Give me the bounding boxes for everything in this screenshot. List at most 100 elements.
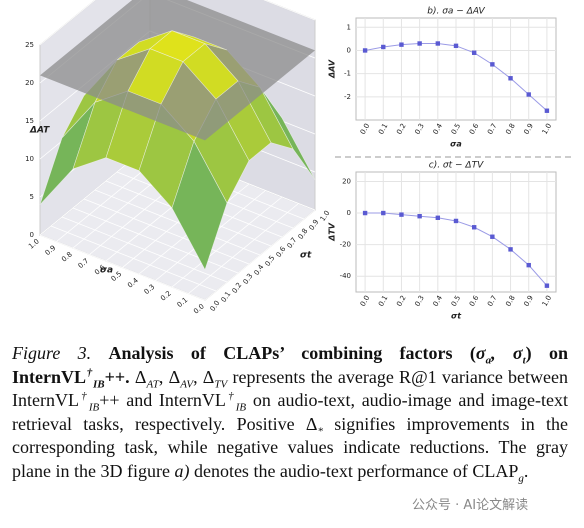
x-tick-label: 0.4 [432,294,445,308]
x-tick-label: 1.0 [27,237,41,250]
x-tick-label: 1.0 [541,122,553,136]
axis-label: σa [100,266,113,276]
text: , Δ [158,366,181,387]
text: Δ [129,366,147,387]
text: represents the average R@1 variance betw… [12,366,569,411]
marker [490,234,495,239]
surface-patch [127,48,184,105]
y-tick-label: 0 [347,46,351,54]
z-tick-label: 25 [25,41,34,49]
marker [471,50,477,55]
x-tick-label: 0.9 [522,294,534,308]
text: ) on InternVL [12,343,569,387]
marker [362,210,368,216]
z-tick-label: 10 [25,155,34,163]
x-tick-label: 0.1 [377,294,389,308]
marker [544,108,550,113]
text: ++ and InternVL [99,390,226,410]
x-tick-label: 0.7 [486,122,498,136]
surface-patch [171,140,228,271]
marker [417,214,422,219]
z-tick-label: 15 [25,117,34,125]
text: g [518,472,524,485]
grid-line [94,189,261,256]
y-tick-label: 0.8 [297,227,310,241]
text: a [485,354,492,367]
grid-line [61,216,228,283]
y-tick-label: 0 [347,209,351,217]
y-tick-label: -1 [344,70,351,78]
marker [526,262,531,268]
y-tick-label: -20 [340,241,351,249]
y-tick-label: 0.5 [264,254,277,268]
x-tick-label: 0.0 [192,302,206,315]
x-tick-label: 0.4 [432,122,445,136]
axis-label: ΔAT [29,126,50,136]
axis-label: σa [450,140,462,149]
y-tick-label: 0.3 [242,272,255,286]
text: σ [475,343,486,363]
y-tick-label: 0.1 [220,290,233,304]
y-tick-label: 0.6 [275,245,288,259]
text: denotes the audio-text performance of CL… [189,460,519,481]
x-tick-label: 0.3 [143,283,157,296]
grid-line [83,198,250,265]
chart-title: c). σt − ΔTV [429,161,484,171]
y-tick-label: -40 [340,272,351,280]
marker [508,247,513,252]
text: AV [180,378,194,391]
marker [526,92,531,97]
text: t [522,354,526,367]
marker [381,210,386,216]
x-tick-label: 1.0 [541,294,553,308]
marker [471,225,477,230]
text: , σ [491,343,523,363]
x-tick-label: 0.4 [126,276,140,290]
x-tick-label: 0.1 [176,296,190,309]
text: Analysis of CLAPs’ combining factors ( [108,343,476,363]
x-tick-label: 0.8 [504,122,516,136]
text: † [225,390,236,402]
x-tick-label: 0.7 [77,257,91,270]
surface-patch [182,43,239,100]
marker [362,48,368,53]
text: TV [214,378,228,391]
text: . [523,460,529,481]
y-tick-label: -2 [344,93,351,101]
text: signifies improvements in the correspond… [12,413,568,481]
axis-label: σt [451,312,462,321]
marker [453,218,459,224]
text: † [78,390,89,402]
chart-title: b). σa − ΔAV [427,7,485,17]
text: * [317,425,323,438]
x-tick-label: 0.3 [413,122,425,136]
marker [544,283,550,288]
y-tick-label: 1.0 [319,209,332,223]
text: on audio-text, audio-image and image-tex… [12,390,568,434]
axis-label: ΔTV [328,222,337,242]
marker [453,43,459,49]
y-tick-label: 20 [342,177,351,185]
z-tick-label: 0 [30,231,34,239]
x-tick-label: 0.9 [44,244,58,257]
z-tick-label: 5 [30,193,34,201]
x-tick-label: 0.2 [395,122,407,136]
marker [508,76,513,81]
x-tick-label: 0.1 [377,122,389,136]
y-tick-label: 0.2 [231,281,244,295]
watermark: 公众号 · AI论文解读 [412,494,529,513]
y-tick-label: 1 [347,23,351,31]
text: † [86,366,93,379]
x-tick-label: 0.9 [522,122,534,136]
marker [399,42,404,47]
caption: Figure 3. Analysis of CLAPs’ combining f… [12,342,569,485]
text: a) [174,460,190,481]
x-tick-label: 0.0 [359,122,371,136]
y-tick-label: 0.4 [253,263,266,277]
x-tick-label: 0.8 [60,250,74,263]
x-tick-label: 0.2 [395,294,407,308]
text: IB [92,378,105,391]
marker [435,215,441,220]
y-tick-label: 0.0 [209,299,222,313]
